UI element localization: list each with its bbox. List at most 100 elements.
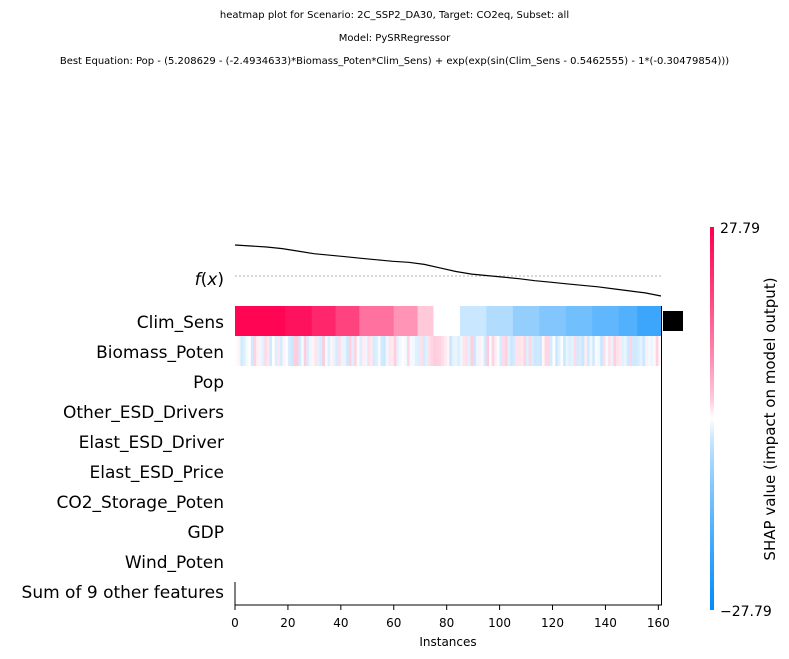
heatmap-cell-biomass-poten <box>399 336 402 366</box>
x-tick-label: 60 <box>386 616 401 630</box>
heatmap-cell-biomass-poten <box>486 336 490 366</box>
heatmap-cell-clim-sens <box>433 306 461 336</box>
heatmap-cell-biomass-poten <box>557 336 561 366</box>
heatmap-cell-biomass-poten <box>367 336 371 366</box>
heatmap-cell-biomass-poten <box>594 336 598 366</box>
heatmap-cell-biomass-poten <box>356 336 360 366</box>
heatmap-cell-clim-sens <box>235 306 286 336</box>
heatmap-cell-clim-sens <box>393 306 419 336</box>
heatmap-cell-biomass-poten <box>303 336 307 366</box>
fx-line <box>234 244 662 297</box>
heatmap-cell-biomass-poten <box>597 336 601 366</box>
x-tick-label: 40 <box>333 616 348 630</box>
heatmap-cell-clim-sens <box>592 306 620 336</box>
colorbar-min-label: −27.79 <box>720 604 772 620</box>
heatmap-cell-biomass-poten <box>406 336 410 366</box>
heatmap-cell-biomass-poten <box>266 336 270 366</box>
heatmap-cell-biomass-poten <box>420 336 424 366</box>
heatmap-cell-biomass-poten <box>385 336 389 366</box>
heatmap-cell-biomass-poten <box>354 336 358 366</box>
heatmap-cell-biomass-poten <box>277 336 281 366</box>
heatmap-cell-biomass-poten <box>298 336 302 366</box>
heatmap-cell-biomass-poten <box>560 336 564 366</box>
heatmap-cell-biomass-poten <box>261 336 265 366</box>
heatmap-cell-biomass-poten <box>433 336 437 366</box>
heatmap-cell-biomass-poten <box>359 336 363 366</box>
feature-label: Pop <box>193 373 224 393</box>
heatmap-cell-clim-sens <box>486 306 514 336</box>
heatmap-cell-biomass-poten <box>282 336 286 366</box>
x-tick-label: 120 <box>541 616 564 630</box>
heatmap-cell-biomass-poten <box>369 336 373 366</box>
heatmap-cell-biomass-poten <box>327 336 331 366</box>
heatmap-cell-biomass-poten <box>600 336 604 366</box>
heatmap-cell-biomass-poten <box>245 336 249 366</box>
x-tick-label: 20 <box>280 616 295 630</box>
heatmap-cell-biomass-poten <box>491 336 495 366</box>
heatmap-cell-biomass-poten <box>393 336 397 366</box>
heatmap-cell-biomass-poten <box>462 336 466 366</box>
heatmap-cell-biomass-poten <box>478 336 482 366</box>
feature-label: Wind_Poten <box>125 553 224 573</box>
heatmap-cell-biomass-poten <box>248 336 252 366</box>
heatmap-cell-biomass-poten <box>401 336 405 366</box>
heatmap-cell-biomass-poten <box>608 336 612 366</box>
heatmap-cell-biomass-poten <box>547 336 551 366</box>
heatmap-cell-biomass-poten <box>322 336 326 366</box>
heatmap-cell-biomass-poten <box>576 336 580 366</box>
heatmap-cell-biomass-poten <box>454 336 458 366</box>
feature-label: Other_ESD_Drivers <box>63 403 224 423</box>
heatmap-cell-biomass-poten <box>264 336 268 366</box>
heatmap-cell-biomass-poten <box>343 336 347 366</box>
feature-label: Biomass_Poten <box>96 343 224 363</box>
heatmap-cell-clim-sens <box>565 306 593 336</box>
heatmap-cell-biomass-poten <box>459 336 463 366</box>
heatmap-cell-biomass-poten <box>346 336 350 366</box>
heatmap-cell-biomass-poten <box>510 336 514 366</box>
heatmap-cell-biomass-poten <box>602 336 606 366</box>
heatmap-cell-biomass-poten <box>362 336 365 366</box>
heatmap-cell-clim-sens <box>311 306 337 336</box>
heatmap-cell-biomass-poten <box>584 336 588 366</box>
heatmap-cell-biomass-poten <box>375 336 379 366</box>
feature-label: Elast_ESD_Driver <box>79 433 224 453</box>
heatmap-cell-biomass-poten <box>396 336 400 366</box>
heatmap-cell-biomass-poten <box>504 336 508 366</box>
heatmap-cell-biomass-poten <box>269 336 273 366</box>
heatmap-cell-biomass-poten <box>526 336 530 366</box>
heatmap-cell-biomass-poten <box>409 336 413 366</box>
heatmap-cell-clim-sens <box>637 306 662 336</box>
heatmap-cell-biomass-poten <box>250 336 254 366</box>
heatmap-cell-biomass-poten <box>391 336 395 366</box>
heatmap-cell-biomass-poten <box>541 336 545 366</box>
heatmap-cell-biomass-poten <box>613 336 617 366</box>
heatmap-cell-biomass-poten <box>592 336 596 366</box>
heatmap-cell-biomass-poten <box>475 336 479 366</box>
heatmap-cell-biomass-poten <box>319 336 323 366</box>
heatmap-cell-biomass-poten <box>279 336 283 366</box>
heatmap-cell-biomass-poten <box>650 336 654 366</box>
heatmap-cell-biomass-poten <box>531 336 535 366</box>
heatmap-cell-clim-sens <box>335 306 360 336</box>
heatmap-cell-biomass-poten <box>507 336 511 366</box>
heatmap-cell-biomass-poten <box>544 336 548 366</box>
feature-label: CO2_Storage_Poten <box>56 493 224 513</box>
heatmap-cell-biomass-poten <box>470 336 474 366</box>
heatmap-cell-biomass-poten <box>256 336 260 366</box>
heatmap-cell-biomass-poten <box>465 336 469 366</box>
heatmap-cell-biomass-poten <box>335 336 339 366</box>
heatmap-cell-biomass-poten <box>274 336 278 366</box>
heatmap-cell-biomass-poten <box>571 336 574 366</box>
heatmap-cell-biomass-poten <box>338 336 342 366</box>
heatmap-cell-biomass-poten <box>444 336 447 366</box>
heatmap-cell-biomass-poten <box>523 336 527 366</box>
heatmap-cell-biomass-poten <box>285 336 289 366</box>
heatmap-cell-biomass-poten <box>568 336 572 366</box>
chart-title: heatmap plot for Scenario: 2C_SSP2_DA30,… <box>219 10 570 21</box>
heatmap-cell-biomass-poten <box>489 336 492 366</box>
heatmap-cell-biomass-poten <box>496 336 500 366</box>
heatmap-cell-biomass-poten <box>610 336 614 366</box>
x-tick-label: 80 <box>439 616 454 630</box>
heatmap-cell-biomass-poten <box>515 336 519 366</box>
fx-label: f(x) <box>195 270 224 290</box>
